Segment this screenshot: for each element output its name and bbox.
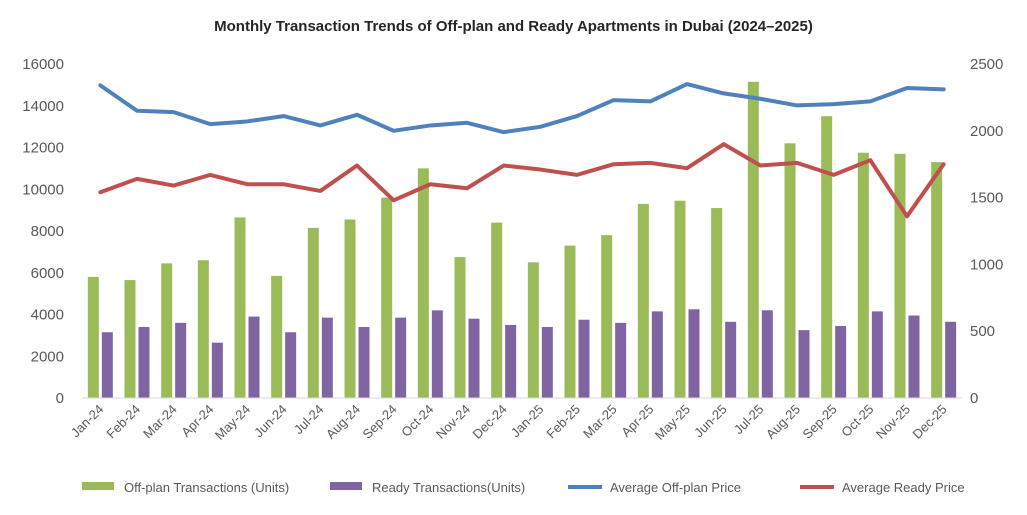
bar-ready xyxy=(651,311,663,398)
y-right-tick-label: 500 xyxy=(970,323,995,340)
y-left-tick-label: 4000 xyxy=(31,307,64,324)
x-tick-label: Apr-25 xyxy=(618,402,656,440)
bar-ready xyxy=(431,310,443,398)
bar-offplan xyxy=(931,162,943,398)
legend-label: Average Ready Price xyxy=(842,480,965,495)
legend-swatch xyxy=(82,482,114,490)
x-tick-label: Jul-24 xyxy=(291,402,327,438)
bar-offplan xyxy=(344,219,356,398)
bar-ready xyxy=(908,315,920,398)
bar-ready xyxy=(395,317,407,398)
x-tick-label: Dec-25 xyxy=(910,402,950,442)
bar-ready xyxy=(321,317,333,398)
legend-label: Ready Transactions(Units) xyxy=(372,480,525,495)
x-tick-label: May-25 xyxy=(652,402,693,443)
bar-offplan xyxy=(234,217,246,398)
bar-offplan xyxy=(197,260,209,398)
x-tick-label: Apr-24 xyxy=(178,402,216,440)
bar-offplan xyxy=(124,280,136,398)
bar-ready xyxy=(578,319,590,398)
y-left-tick-label: 12000 xyxy=(22,140,64,157)
bar-ready xyxy=(615,322,627,398)
x-tick-label: Jan-24 xyxy=(68,402,107,441)
bar-offplan xyxy=(857,152,869,398)
x-tick-label: Sep-25 xyxy=(800,402,840,442)
bar-offplan xyxy=(821,116,833,398)
line-offplan-price xyxy=(98,82,946,135)
y-right-tick-label: 1000 xyxy=(970,256,1003,273)
bar-ready xyxy=(248,316,260,398)
y-left-tick-label: 6000 xyxy=(31,265,64,282)
bar-ready xyxy=(358,327,370,398)
bar-ready xyxy=(211,342,223,398)
x-tick-label: Jan-25 xyxy=(508,402,547,441)
bar-ready xyxy=(285,332,297,398)
x-tick-label: Feb-25 xyxy=(543,402,583,442)
bar-offplan xyxy=(381,197,393,398)
bar-ready xyxy=(175,322,187,398)
x-tick-label: Oct-25 xyxy=(838,402,876,440)
x-tick-label: Sep-24 xyxy=(360,402,400,442)
bar-offplan xyxy=(271,275,283,398)
chart-title: Monthly Transaction Trends of Off-plan a… xyxy=(214,18,813,35)
x-tick-label: May-24 xyxy=(212,402,253,443)
legend-label: Off-plan Transactions (Units) xyxy=(124,480,289,495)
bar-ready xyxy=(761,310,773,398)
bar-offplan xyxy=(674,200,686,398)
bar-offplan xyxy=(454,257,466,398)
bar-ready xyxy=(101,332,113,398)
x-tick-label: Jun-24 xyxy=(251,402,290,441)
bar-ready xyxy=(688,309,700,398)
bar-offplan xyxy=(417,168,429,398)
x-tick-label: Jun-25 xyxy=(691,402,730,441)
bar-offplan xyxy=(601,235,613,398)
y-right-tick-label: 2500 xyxy=(970,56,1003,73)
legend-label: Average Off-plan Price xyxy=(610,480,741,495)
y-left-tick-label: 0 xyxy=(56,390,64,407)
bar-offplan xyxy=(307,227,319,398)
x-tick-label: Nov-24 xyxy=(433,402,473,442)
bar-ready xyxy=(138,327,150,398)
x-tick-label: Jul-25 xyxy=(731,402,767,438)
bar-offplan xyxy=(491,222,503,398)
x-tick-label: Aug-25 xyxy=(763,402,803,442)
bar-ready xyxy=(505,324,517,398)
bar-offplan xyxy=(564,245,576,398)
bar-offplan xyxy=(747,81,759,399)
x-tick-label: Mar-25 xyxy=(580,402,620,442)
bar-ready xyxy=(945,321,957,398)
legend-swatch xyxy=(330,482,362,490)
bar-offplan xyxy=(784,143,796,398)
y-left-tick-label: 10000 xyxy=(22,181,64,198)
y-left-tick-label: 8000 xyxy=(31,223,64,240)
y-right-tick-label: 1500 xyxy=(970,190,1003,207)
line-ready-price xyxy=(98,142,946,219)
y-right-tick-label: 0 xyxy=(970,390,978,407)
x-tick-label: Nov-25 xyxy=(873,402,913,442)
bar-offplan xyxy=(527,262,539,398)
y-left-tick-label: 2000 xyxy=(31,348,64,365)
x-tick-label: Oct-24 xyxy=(398,402,436,440)
bar-ready xyxy=(468,318,480,398)
x-tick-label: Mar-24 xyxy=(140,402,180,442)
x-tick-label: Feb-24 xyxy=(103,402,143,442)
x-tick-label: Aug-24 xyxy=(323,402,363,442)
bar-offplan xyxy=(711,208,723,398)
bar-offplan xyxy=(87,276,99,398)
y-left-tick-label: 14000 xyxy=(22,98,64,115)
y-left-tick-label: 16000 xyxy=(22,56,64,73)
bar-ready xyxy=(798,330,810,398)
bar-offplan xyxy=(161,263,173,398)
bar-offplan xyxy=(637,203,649,398)
bar-offplan xyxy=(894,153,906,398)
y-right-tick-label: 2000 xyxy=(970,123,1003,140)
bar-ready xyxy=(541,327,553,398)
x-tick-label: Dec-24 xyxy=(470,402,510,442)
bar-ready xyxy=(725,321,737,398)
bar-ready xyxy=(871,311,883,398)
bar-ready xyxy=(835,325,847,398)
